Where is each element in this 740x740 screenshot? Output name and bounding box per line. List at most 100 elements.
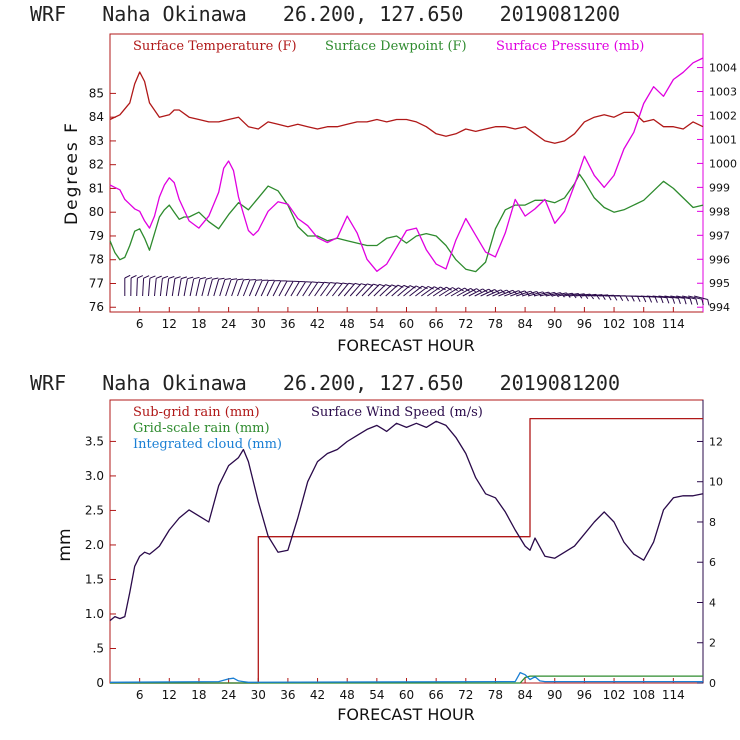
bot-y2-tick-label: 0	[709, 677, 716, 690]
wind-barb	[148, 275, 156, 297]
wind-barb	[385, 284, 404, 297]
bot-x-tick-label: 96	[577, 688, 592, 702]
top-left-y-axis: 76 77 78 79 80 81 82 83 84 85	[89, 86, 116, 314]
wind-barb	[421, 286, 440, 297]
top-y-tick-label: 82	[89, 158, 104, 172]
bot-x-tick-label: 78	[488, 688, 503, 702]
top-x-tick-label: 24	[221, 317, 236, 331]
top-x-tick-label: 6	[136, 317, 144, 331]
wind-barb	[278, 280, 294, 297]
bot-x-tick-label: 90	[547, 688, 562, 702]
wind-barb	[320, 282, 337, 297]
bot-x-tick-label: 66	[429, 688, 444, 702]
wind-barb	[326, 282, 343, 297]
wind-barb	[260, 279, 275, 297]
top-y2-tick-label: 999	[709, 181, 730, 194]
top-y2-tick-label: 998	[709, 205, 730, 218]
wind-barb	[658, 295, 676, 304]
wind-barb	[237, 278, 250, 297]
top-y-tick-label: 80	[89, 205, 104, 219]
wind-barb	[611, 295, 629, 302]
wind-barb	[195, 277, 206, 297]
top-y2-tick-label: 995	[709, 277, 730, 290]
top-y2-tick-label: 1000	[709, 157, 737, 170]
wind-barbs	[124, 274, 710, 306]
wind-barb	[617, 295, 635, 302]
top-x-tick-label: 30	[251, 317, 266, 331]
wind-barb	[154, 275, 162, 297]
bot-x-tick-label: 48	[340, 688, 355, 702]
wind-barb	[652, 295, 670, 304]
wind-barb	[444, 287, 464, 297]
wind-barb	[521, 291, 542, 297]
top-y2-tick-label: 1002	[709, 109, 737, 122]
wind-barb	[302, 281, 318, 297]
wind-barb	[361, 283, 380, 297]
top-y-tick-label: 78	[89, 253, 104, 267]
top-y2-tick-label: 1003	[709, 86, 737, 99]
wind-barb	[159, 275, 169, 297]
top-y-tick-label: 83	[89, 134, 104, 148]
top-x-tick-label: 18	[191, 317, 206, 331]
top-x-tick-label: 42	[310, 317, 325, 331]
wind-barb	[296, 281, 312, 297]
top-x-tick-label: 84	[517, 317, 532, 331]
wind-barb	[409, 285, 428, 297]
wind-barb	[254, 279, 269, 297]
bot-x-tick-label: 18	[191, 688, 206, 702]
bottom-x-axis: 6 12 18 24 30 36 42 48 54 60 66 72 78 84 90 96 102 108 114	[136, 678, 685, 702]
wind-barb	[308, 281, 324, 297]
wind-barb	[242, 279, 256, 297]
wind-barb	[432, 286, 452, 297]
bot-y-tick-label: 3.0	[85, 469, 104, 483]
wind-barb	[397, 285, 416, 297]
top-x-tick-label: 36	[280, 317, 295, 331]
bottom-y-axis-title: mm	[55, 528, 75, 561]
series-integrated-cloud-mm	[109, 671, 703, 683]
series-surface-pressure-mb	[109, 57, 704, 272]
wind-barb	[391, 284, 410, 297]
wind-barb	[213, 277, 225, 297]
wind-barb	[272, 280, 287, 297]
wind-barb	[136, 275, 144, 297]
wind-barb	[676, 295, 693, 305]
top-y-axis-title: Degrees F	[62, 121, 82, 225]
top-x-tick-label: 66	[429, 317, 444, 331]
wind-barb	[427, 286, 446, 297]
bottom-right-y-axis: 0 2 4 6 8 10 12	[697, 435, 723, 690]
bot-x-tick-label: 114	[662, 688, 685, 702]
wind-barb	[373, 284, 392, 297]
top-series-group	[109, 57, 704, 273]
bot-y-tick-label: .5	[93, 641, 104, 655]
legend-integrated-cloud: Integrated cloud (mm)	[133, 437, 282, 452]
bot-y2-tick-label: 2	[709, 637, 716, 650]
bot-x-tick-label: 102	[603, 688, 626, 702]
wind-barb	[314, 281, 331, 297]
wind-barb	[682, 295, 699, 305]
top-x-axis-title: FORECAST HOUR	[337, 336, 475, 355]
top-x-tick-label: 114	[662, 317, 685, 331]
wind-barb	[670, 295, 687, 305]
top-y2-tick-label: 996	[709, 253, 730, 266]
legend-surface-wind-speed: Surface Wind Speed (m/s)	[311, 405, 483, 420]
wind-barb	[171, 276, 181, 297]
top-y2-tick-label: 997	[709, 229, 730, 242]
bottom-series-group	[109, 417, 704, 684]
top-y-tick-label: 77	[89, 276, 104, 290]
legend-surface-pressure: Surface Pressure (mb)	[496, 39, 644, 54]
temperature-panel: WRF Naha Okinawa 26.200, 127.650 2019081…	[30, 2, 737, 355]
top-x-tick-label: 48	[340, 317, 355, 331]
wind-barb	[189, 276, 200, 297]
top-x-axis: 6 12 18 24 30 36 42 48 54 60 66 72 78 84 90 96 102 108 114	[136, 307, 685, 331]
wind-barb	[142, 275, 150, 297]
top-x-tick-label: 90	[547, 317, 562, 331]
top-y2-tick-label: 1001	[709, 133, 737, 146]
top-x-tick-label: 78	[488, 317, 503, 331]
wind-barb	[124, 274, 131, 296]
top-y2-tick-label: 994	[709, 301, 730, 314]
precipitation-panel: WRF Naha Okinawa 26.200, 127.650 2019081…	[30, 371, 723, 724]
wind-barb	[664, 295, 681, 305]
wind-barb	[201, 277, 213, 297]
top-x-tick-label: 102	[603, 317, 626, 331]
bot-x-tick-label: 12	[162, 688, 177, 702]
